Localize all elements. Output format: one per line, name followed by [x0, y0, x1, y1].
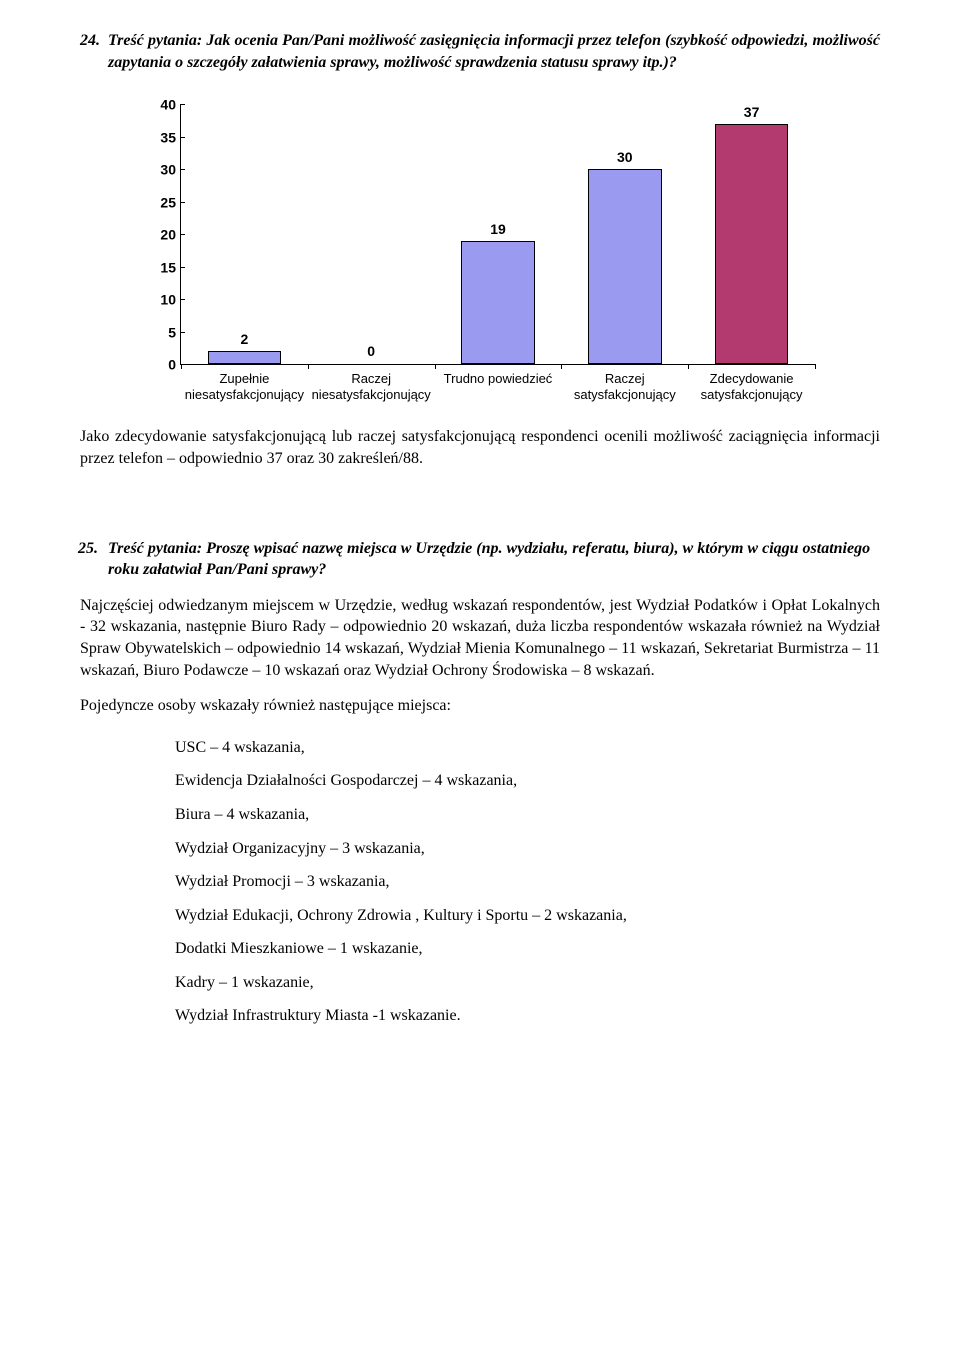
chart-y-tick-label: 35 [146, 128, 176, 147]
q25-number: 25. [78, 538, 108, 560]
chart-y-tick-label: 0 [146, 356, 176, 375]
list-item: Wydział Edukacji, Ochrony Zdrowia , Kult… [175, 905, 880, 927]
q25-body: Proszę wpisać nazwę miejsca w Urzędzie (… [108, 540, 870, 579]
q25-label: Treść pytania: [108, 540, 202, 557]
chart-x-tick [435, 364, 436, 369]
list-item: Kadry – 1 wskazanie, [175, 972, 880, 994]
chart-bar-value-label: 30 [617, 148, 633, 167]
chart-y-tick-label: 40 [146, 96, 176, 115]
q24-body: Jak ocenia Pan/Pani możliwość zasięgnięc… [108, 32, 880, 71]
paragraph-after-chart: Jako zdecydowanie satysfakcjonującą lub … [80, 426, 880, 469]
list-item: USC – 4 wskazania, [175, 737, 880, 759]
question-24: 24. Treść pytania: Jak ocenia Pan/Pani m… [80, 30, 880, 73]
chart-bar-slot: 2 [181, 105, 308, 364]
chart-q24: 0510152025303540 20193037 Zupełnie niesa… [145, 105, 815, 402]
chart-plot: 2 0 19 30 37 [181, 105, 815, 365]
chart-x-label: Zupełnie niesatysfakcjonujący [181, 371, 308, 402]
chart-y-tick-label: 5 [146, 323, 176, 342]
chart-y-tick-label: 30 [146, 161, 176, 180]
chart-x-tick [561, 364, 562, 369]
chart-x-label: Trudno powiedzieć [435, 371, 562, 402]
chart-x-tick [308, 364, 309, 369]
paragraph-q25a: Najczęściej odwiedzanym miejscem w Urzęd… [80, 595, 880, 681]
chart-x-label: Raczej niesatysfakcjonujący [308, 371, 435, 402]
q24-number: 24. [80, 30, 108, 52]
chart-bar: 30 [588, 169, 662, 364]
list-item: Wydział Promocji – 3 wskazania, [175, 871, 880, 893]
chart-bar: 37 [715, 124, 789, 365]
paragraph-q25b: Pojedyncze osoby wskazały również następ… [80, 695, 880, 717]
chart-y-tick-label: 20 [146, 226, 176, 245]
chart-bar-slot: 30 [561, 105, 688, 364]
chart-y-tick-label: 15 [146, 258, 176, 277]
list-item: Wydział Infrastruktury Miasta -1 wskazan… [175, 1005, 880, 1027]
chart-bar-slot: 37 [688, 105, 815, 364]
chart-y-tick-label: 10 [146, 291, 176, 310]
chart-bar-value-label: 37 [744, 103, 760, 122]
chart-bar-value-label: 0 [367, 342, 375, 361]
list-item: Ewidencja Działalności Gospodarczej – 4 … [175, 770, 880, 792]
chart-y-axis: 0510152025303540 [145, 105, 181, 365]
chart-bar-slot: 19 [435, 105, 562, 364]
list-item: Dodatki Mieszkaniowe – 1 wskazanie, [175, 938, 880, 960]
q24-label: Treść pytania: [108, 32, 202, 49]
chart-bar-value-label: 2 [240, 330, 248, 349]
q24-text: Treść pytania: Jak ocenia Pan/Pani możli… [108, 30, 880, 73]
chart-bar: 19 [461, 241, 535, 365]
list-item: Wydział Organizacyjny – 3 wskazania, [175, 838, 880, 860]
chart-x-tick [181, 364, 182, 369]
chart-bar: 2 [208, 351, 282, 364]
chart-x-labels: Zupełnie niesatysfakcjonującyRaczej nies… [181, 371, 815, 402]
chart-x-tick [815, 364, 816, 369]
list-item: Biura – 4 wskazania, [175, 804, 880, 826]
list-q25: USC – 4 wskazania, Ewidencja Działalności… [80, 737, 880, 1027]
chart-bar-slot: 0 [308, 105, 435, 364]
chart-plot-area: 0510152025303540 20193037 [145, 105, 815, 365]
chart-x-label: Zdecydowanie satysfakcjonujący [688, 371, 815, 402]
chart-bar-value-label: 19 [490, 220, 506, 239]
question-25: 25.Treść pytania: Proszę wpisać nazwę mi… [80, 538, 880, 581]
chart-x-tick [688, 364, 689, 369]
chart-y-tick-label: 25 [146, 193, 176, 212]
chart-x-label: Raczej satysfakcjonujący [561, 371, 688, 402]
